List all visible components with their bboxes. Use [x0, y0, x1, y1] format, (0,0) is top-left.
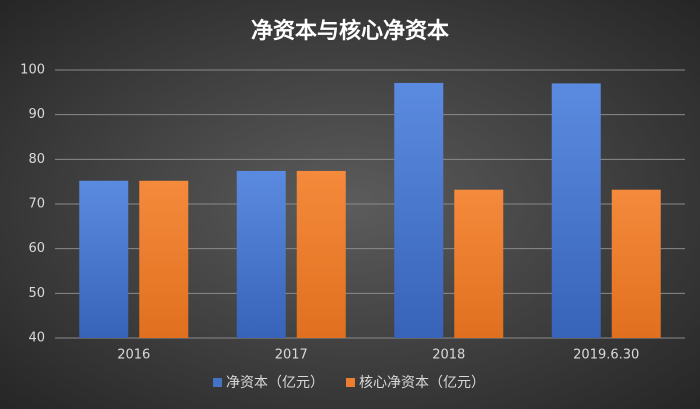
y-tick-label: 70 [28, 197, 45, 212]
bar [454, 189, 504, 338]
y-tick-label: 80 [28, 152, 45, 167]
y-tick-label: 60 [28, 241, 45, 256]
y-tick-label: 50 [28, 286, 45, 301]
bar [236, 170, 286, 338]
y-tick-label: 90 [28, 107, 45, 122]
legend-label: 核心净资本（亿元） [359, 375, 485, 391]
bar [79, 180, 129, 338]
bar [139, 180, 189, 338]
y-tick-label: 40 [28, 331, 45, 346]
legend-label: 净资本（亿元） [226, 375, 324, 391]
x-tick-label: 2016 [117, 348, 150, 363]
chart-title: 净资本与核心净资本 [251, 18, 449, 44]
bar [296, 170, 346, 338]
x-tick-label: 2018 [432, 348, 465, 363]
bar [611, 189, 661, 338]
x-tick-label: 2017 [275, 348, 308, 363]
legend-swatch [213, 378, 222, 387]
legend-swatch [346, 378, 355, 387]
x-tick-label: 2019.6.30 [573, 348, 639, 363]
bar [551, 83, 601, 339]
bar [394, 82, 444, 338]
y-tick-label: 100 [20, 63, 45, 78]
